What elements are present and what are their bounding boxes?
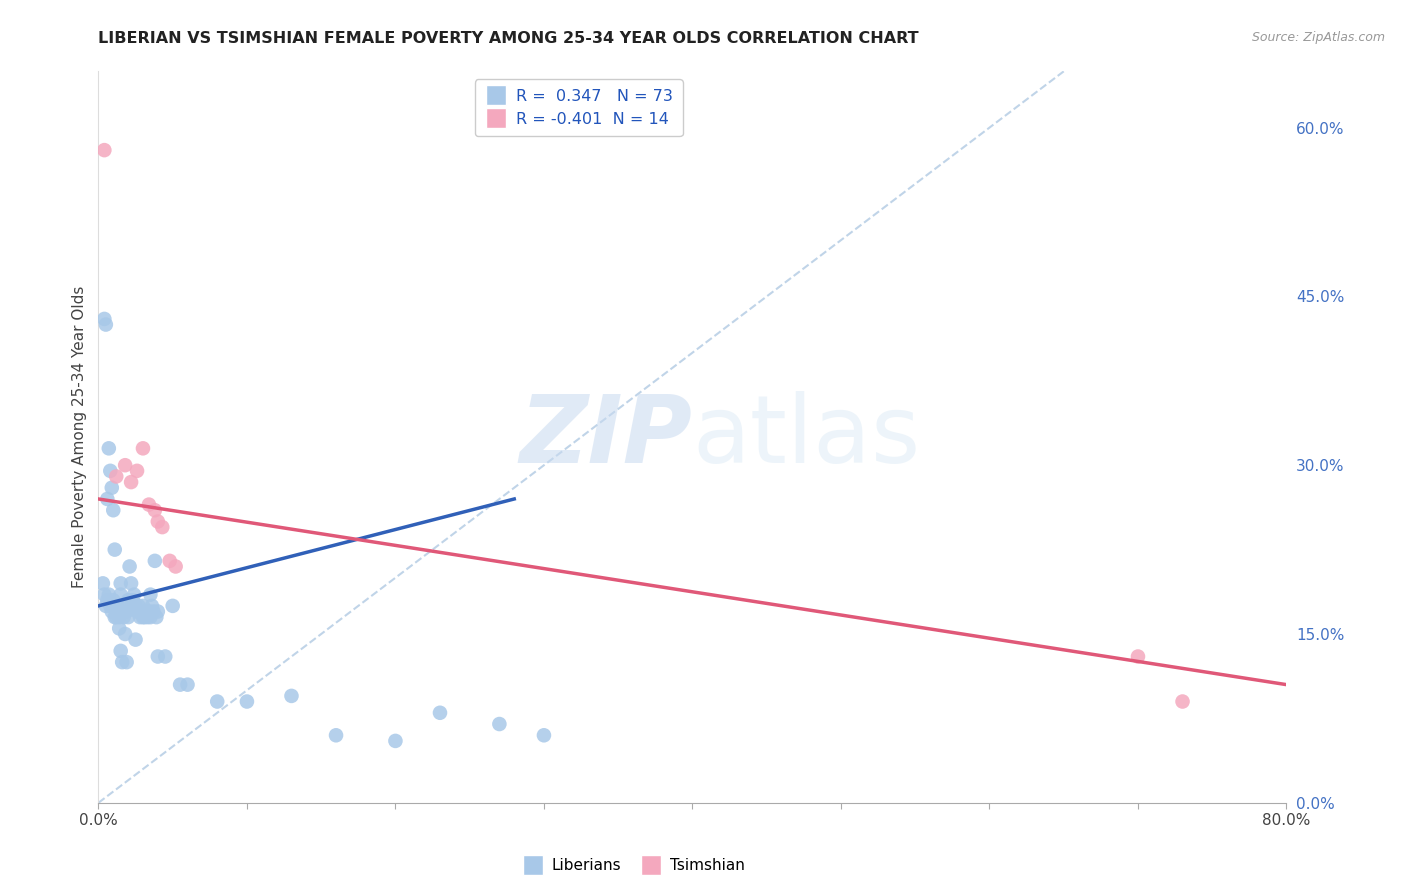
- Point: [122, 588, 145, 602]
- Point: [94, 318, 117, 332]
- Text: LIBERIAN VS TSIMSHIAN FEMALE POVERTY AMONG 25-34 YEAR OLDS CORRELATION CHART: LIBERIAN VS TSIMSHIAN FEMALE POVERTY AMO…: [98, 31, 920, 46]
- Point: [114, 458, 136, 473]
- Point: [94, 599, 117, 613]
- Point: [128, 599, 150, 613]
- Point: [114, 599, 136, 613]
- Point: [141, 599, 163, 613]
- Legend: Liberians, Tsimshian: Liberians, Tsimshian: [515, 852, 751, 880]
- Point: [143, 503, 166, 517]
- Point: [101, 481, 124, 495]
- Point: [384, 734, 406, 748]
- Point: [143, 554, 166, 568]
- Point: [110, 644, 132, 658]
- Point: [132, 599, 155, 613]
- Point: [121, 593, 143, 607]
- Point: [112, 605, 135, 619]
- Point: [134, 610, 156, 624]
- Point: [125, 605, 148, 619]
- Point: [110, 576, 132, 591]
- Point: [117, 593, 139, 607]
- Point: [138, 605, 160, 619]
- Point: [118, 559, 141, 574]
- Point: [165, 559, 187, 574]
- Point: [131, 605, 153, 619]
- Point: [169, 678, 191, 692]
- Point: [120, 576, 142, 591]
- Point: [97, 442, 120, 456]
- Point: [115, 655, 138, 669]
- Point: [533, 728, 555, 742]
- Point: [112, 610, 135, 624]
- Point: [101, 605, 124, 619]
- Point: [103, 593, 125, 607]
- Point: [104, 542, 127, 557]
- Point: [146, 515, 169, 529]
- Point: [120, 475, 142, 489]
- Point: [162, 599, 184, 613]
- Point: [91, 576, 114, 591]
- Point: [132, 610, 155, 624]
- Point: [105, 605, 128, 619]
- Point: [93, 588, 115, 602]
- Point: [98, 464, 121, 478]
- Point: [111, 605, 134, 619]
- Point: [110, 588, 132, 602]
- Point: [150, 520, 173, 534]
- Point: [325, 728, 347, 742]
- Point: [155, 649, 177, 664]
- Point: [114, 627, 136, 641]
- Point: [107, 605, 129, 619]
- Point: [135, 605, 157, 619]
- Point: [146, 605, 169, 619]
- Point: [139, 610, 162, 624]
- Point: [107, 599, 129, 613]
- Point: [125, 464, 148, 478]
- Point: [280, 689, 302, 703]
- Point: [111, 655, 134, 669]
- Point: [108, 610, 131, 624]
- Point: [145, 610, 167, 624]
- Point: [96, 491, 118, 506]
- Text: ZIP: ZIP: [520, 391, 693, 483]
- Point: [1126, 649, 1149, 664]
- Point: [132, 442, 155, 456]
- Point: [146, 649, 169, 664]
- Point: [129, 610, 152, 624]
- Point: [124, 599, 146, 613]
- Point: [136, 610, 159, 624]
- Point: [124, 632, 146, 647]
- Point: [159, 554, 181, 568]
- Point: [207, 694, 229, 708]
- Point: [103, 599, 125, 613]
- Point: [108, 621, 131, 635]
- Point: [115, 605, 138, 619]
- Point: [104, 610, 127, 624]
- Point: [93, 312, 115, 326]
- Point: [103, 503, 125, 517]
- Point: [105, 610, 128, 624]
- Y-axis label: Female Poverty Among 25-34 Year Olds: Female Poverty Among 25-34 Year Olds: [72, 286, 87, 588]
- Point: [105, 469, 128, 483]
- Point: [142, 605, 165, 619]
- Point: [236, 694, 259, 708]
- Text: atlas: atlas: [693, 391, 921, 483]
- Text: Source: ZipAtlas.com: Source: ZipAtlas.com: [1251, 31, 1385, 45]
- Point: [98, 599, 121, 613]
- Point: [1171, 694, 1194, 708]
- Point: [117, 610, 139, 624]
- Point: [176, 678, 198, 692]
- Point: [96, 593, 118, 607]
- Point: [139, 588, 162, 602]
- Point: [429, 706, 451, 720]
- Point: [93, 143, 115, 157]
- Point: [138, 498, 160, 512]
- Point: [97, 588, 120, 602]
- Point: [488, 717, 510, 731]
